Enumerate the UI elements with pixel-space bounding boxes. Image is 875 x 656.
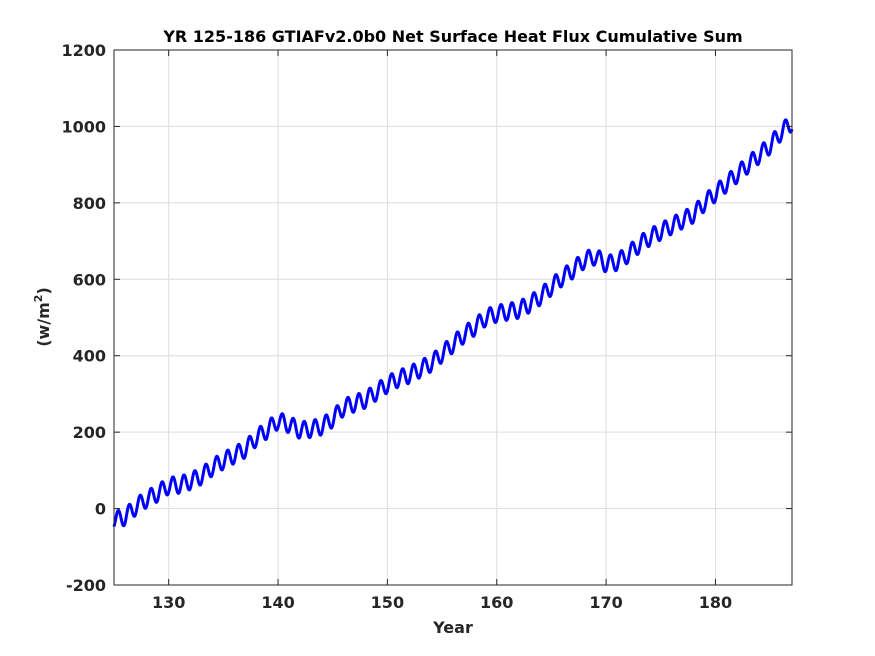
- y-tick-label: -200: [66, 576, 106, 595]
- x-tick-label: 130: [152, 593, 185, 612]
- series-line-0: [112, 118, 794, 528]
- y-axis-label: (w/m2): [32, 287, 53, 347]
- y-tick-label: 600: [73, 270, 106, 289]
- y-axis-label-base: (w/m: [34, 302, 53, 347]
- chart-title: YR 125-186 GTIAFv2.0b0 Net Surface Heat …: [162, 27, 742, 46]
- grid-layer: [114, 50, 792, 585]
- x-tick-label: 150: [371, 593, 404, 612]
- x-tick-label: 160: [480, 593, 513, 612]
- y-tick-label: 0: [95, 500, 106, 519]
- y-axis-label-close: ): [34, 287, 53, 294]
- y-tick-label: 800: [73, 194, 106, 213]
- x-axis-label: Year: [432, 618, 473, 637]
- y-tick-label: 200: [73, 423, 106, 442]
- tick-layer: 130 140 150 160 170 180 -200 0 200 400 600 800 1000 1…: [61, 41, 792, 612]
- plot-frame: [113, 49, 793, 586]
- y-tick-label: 400: [73, 347, 106, 366]
- x-tick-label: 180: [699, 593, 732, 612]
- y-tick-label: 1200: [61, 41, 106, 60]
- x-tick-label: 170: [589, 593, 622, 612]
- y-axis-label-superscript: 2: [32, 295, 45, 303]
- x-tick-label: 140: [261, 593, 294, 612]
- series-layer: [112, 118, 794, 528]
- y-tick-label: 1000: [61, 117, 106, 136]
